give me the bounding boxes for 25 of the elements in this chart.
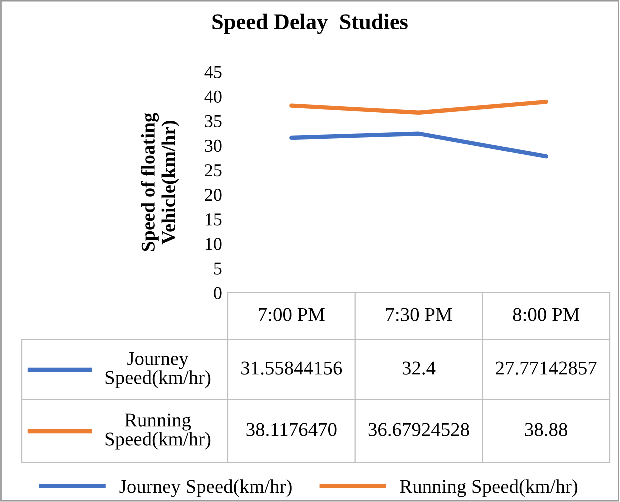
y-tick-label: 45	[204, 66, 222, 78]
y-tick-label: 30	[205, 140, 222, 152]
data-label: 38.88	[525, 423, 568, 436]
data-label: 31.55844156	[242, 362, 342, 375]
y-axis-title: Speed of floating Vehicle(km/hr)	[141, 113, 180, 252]
data-label: 38.1176470	[246, 423, 337, 436]
data-label: 36.67924528	[368, 423, 470, 436]
text: Journey Speed(km/hr)	[120, 480, 292, 498]
legend-label: Running Speed(km/hr)	[106, 414, 211, 450]
x-tick-label: 7:00 PM	[259, 308, 325, 322]
y-tick-label: 20	[205, 189, 222, 202]
x-tick-label: 8:00 PM	[513, 308, 580, 322]
y-tick-label: 5	[214, 262, 222, 275]
y-tick-label: 10	[206, 238, 222, 250]
y-tick-label: 0	[214, 287, 222, 300]
text: Running Speed(km/hr)	[400, 480, 578, 498]
data-label: 32.4	[402, 362, 436, 375]
x-tick-label: 7:30 PM	[386, 308, 452, 322]
y-tick-label: 25	[205, 164, 222, 177]
y-tick-label: 35	[205, 115, 222, 128]
y-tick-label: 15	[206, 214, 222, 226]
legend-label: Journey Speed(km/hr)	[106, 352, 211, 388]
data-label: 27.77142857	[496, 362, 597, 375]
chart-title: Speed Delay Studies	[212, 14, 408, 34]
y-tick-label: 40	[204, 90, 222, 103]
